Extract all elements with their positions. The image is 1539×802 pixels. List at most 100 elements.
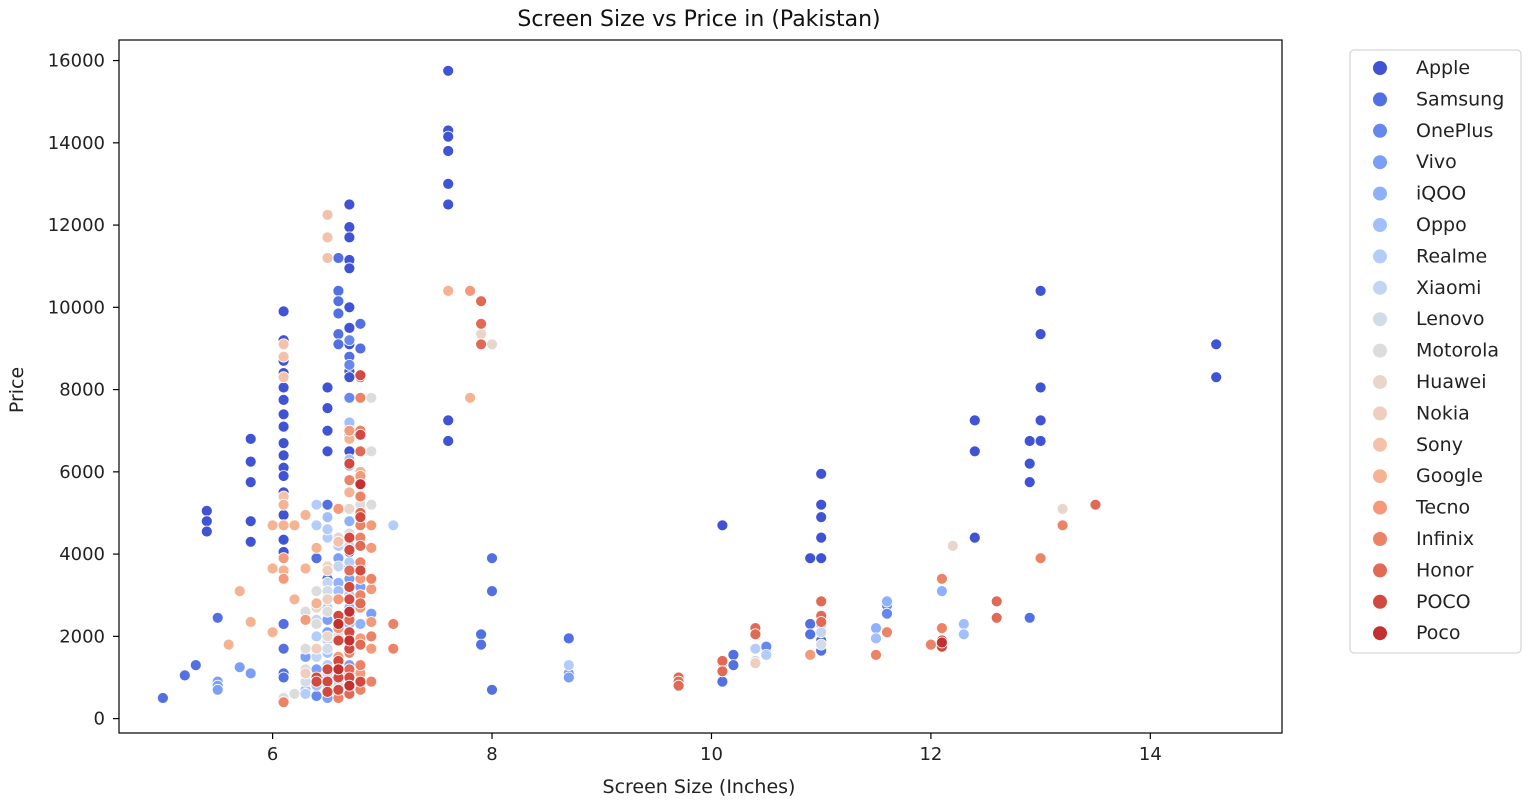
data-point <box>716 655 729 667</box>
data-point <box>343 581 356 593</box>
data-point <box>277 350 290 363</box>
legend-marker <box>1373 155 1387 170</box>
data-point <box>815 626 828 639</box>
data-point <box>354 428 367 441</box>
data-point <box>310 642 323 655</box>
data-point <box>354 511 367 523</box>
data-point <box>277 671 290 684</box>
legend-label: Vivo <box>1416 151 1457 173</box>
data-point <box>244 476 257 489</box>
data-point <box>815 638 828 651</box>
data-point <box>815 498 828 511</box>
data-point <box>211 683 224 696</box>
legend-label: POCO <box>1416 591 1471 613</box>
legend-marker <box>1373 312 1387 327</box>
data-point <box>365 642 378 655</box>
data-point <box>486 338 498 351</box>
data-point <box>343 334 356 347</box>
data-point <box>277 449 290 462</box>
x-tick-label: 8 <box>486 744 497 765</box>
data-point <box>277 552 290 565</box>
data-point <box>299 562 312 575</box>
data-point <box>277 533 290 546</box>
data-point <box>332 252 345 264</box>
data-point <box>200 504 213 517</box>
legend-marker <box>1373 343 1387 358</box>
data-point <box>343 457 356 470</box>
data-point <box>277 519 290 532</box>
data-point <box>475 317 488 330</box>
data-point <box>343 544 356 556</box>
data-point <box>321 424 334 437</box>
legend-marker <box>1373 532 1387 546</box>
legend-label: iQOO <box>1416 183 1466 205</box>
data-point <box>1023 457 1036 470</box>
data-point <box>727 649 740 661</box>
data-point <box>343 391 356 404</box>
y-tick-label: 6000 <box>59 462 105 483</box>
data-point <box>475 328 488 341</box>
data-point <box>354 675 367 688</box>
legend-marker <box>1373 437 1387 452</box>
data-point <box>365 675 378 688</box>
legend-marker <box>1373 61 1387 75</box>
x-axis: 6 8 10 12 14 <box>267 733 1162 765</box>
data-point <box>277 338 290 351</box>
data-point <box>815 595 828 608</box>
data-point <box>321 231 334 244</box>
legend-label: Nokia <box>1416 402 1470 424</box>
data-point <box>727 659 740 671</box>
data-point <box>562 632 575 645</box>
data-point <box>354 342 367 355</box>
data-point <box>178 669 191 682</box>
data-point <box>343 321 356 334</box>
data-point <box>365 583 378 595</box>
data-point <box>749 628 762 641</box>
data-point <box>244 616 257 628</box>
data-point <box>343 531 356 544</box>
data-point <box>749 642 762 655</box>
data-point <box>442 284 455 297</box>
data-point <box>277 371 290 384</box>
y-axis: 0 2000 4000 6000 8000 10000 12000 14000 16000 <box>48 51 119 730</box>
data-point <box>1023 476 1036 489</box>
legend-box <box>1349 49 1522 654</box>
data-point <box>464 284 477 297</box>
data-point <box>354 391 367 404</box>
data-point <box>343 262 356 275</box>
data-point <box>1089 498 1102 511</box>
data-point <box>354 490 367 503</box>
data-point <box>277 420 290 433</box>
data-point <box>990 611 1003 624</box>
data-point <box>486 683 498 696</box>
y-tick-label: 12000 <box>48 215 105 236</box>
legend-label: Huawei <box>1416 371 1486 393</box>
data-point <box>365 572 378 585</box>
data-point <box>1210 338 1223 351</box>
data-point <box>815 531 828 544</box>
data-point <box>475 338 488 351</box>
data-point <box>244 432 257 445</box>
data-point <box>343 424 356 437</box>
data-point <box>804 649 817 661</box>
data-point <box>343 564 356 577</box>
data-point <box>936 622 948 634</box>
data-point <box>288 593 301 606</box>
legend-marker <box>1373 186 1387 201</box>
x-tick-label: 14 <box>1139 744 1162 765</box>
data-point <box>815 511 828 523</box>
data-point <box>354 638 367 651</box>
data-point <box>299 667 312 680</box>
data-point <box>354 369 367 382</box>
data-point <box>881 626 893 639</box>
data-point <box>1034 414 1047 427</box>
data-point <box>266 626 279 639</box>
data-point <box>299 614 312 626</box>
data-point <box>804 552 817 565</box>
data-point <box>1034 328 1047 341</box>
data-point <box>343 221 356 234</box>
chart-title: Screen Size vs Price in (Pakistan) <box>517 7 880 32</box>
data-point <box>310 618 323 630</box>
data-point <box>332 307 345 320</box>
data-point <box>442 130 455 143</box>
